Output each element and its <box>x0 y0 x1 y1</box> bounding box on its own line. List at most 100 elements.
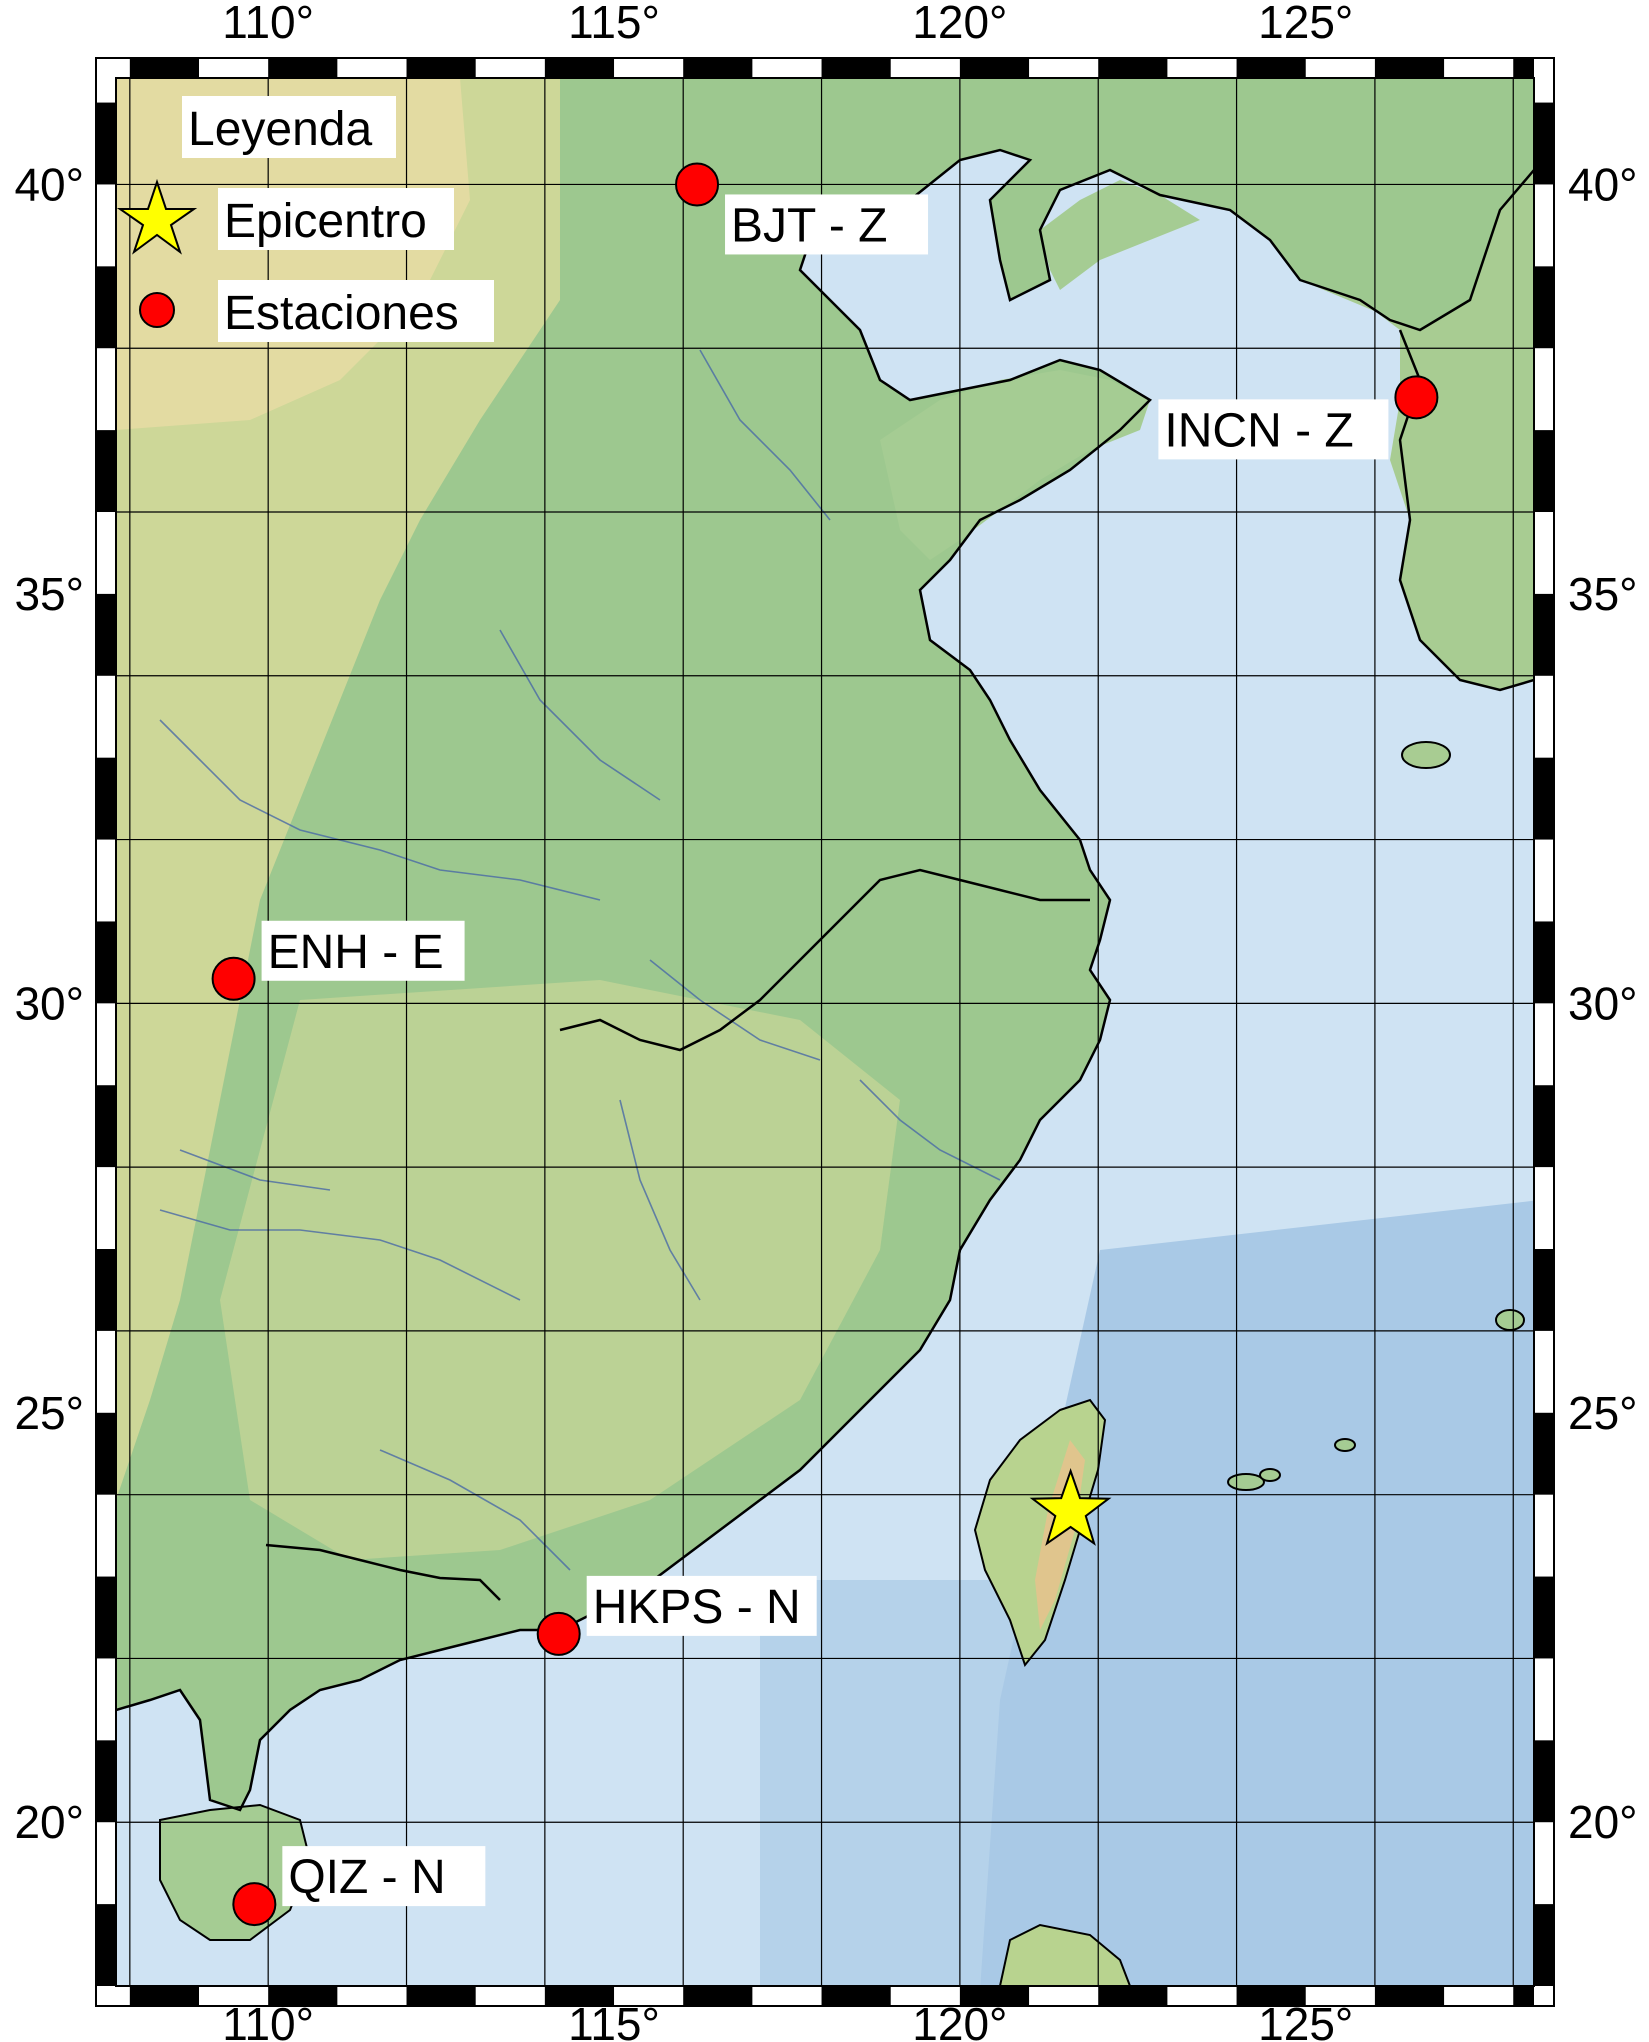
frame-bar-right <box>1534 1904 1554 1986</box>
southern-hills <box>220 980 900 1560</box>
frame-bar-left <box>96 757 116 840</box>
frame-bar-left <box>96 1904 116 1986</box>
jeju-island <box>1401 741 1451 769</box>
lon-tick-label-top: 125° <box>1258 0 1353 48</box>
legend-title-bg <box>182 96 396 158</box>
lon-tick-label-top: 110° <box>222 0 314 48</box>
station-label-bg-incn <box>1158 399 1389 460</box>
lon-tick-label-bottom: 125° <box>1258 1998 1353 2042</box>
frame-bar-right <box>1534 757 1554 840</box>
legend: Leyenda Epicentro Estaciones <box>116 96 494 342</box>
ryukyu-island <box>1334 1438 1356 1452</box>
legend-station-icon <box>139 292 175 328</box>
pacific-deep-area <box>980 1200 1534 1986</box>
legend-stations-label: Estaciones <box>224 287 459 340</box>
station-label-bjt: BJT - Z <box>731 199 887 252</box>
lat-tick-label-right: 40° <box>1568 158 1638 210</box>
frame-bar-top <box>129 58 200 78</box>
station-label-bg-hkps <box>586 1575 817 1636</box>
luzon-island <box>998 1923 1132 1986</box>
tick-labels: 110° 110° 115° 115° 120° 120° 125° 125° 20° 20° 25… <box>14 0 1637 2042</box>
frame-bar-left <box>96 102 116 185</box>
frame-bar-top <box>1374 58 1445 78</box>
lat-tick-label-right: 25° <box>1568 1387 1638 1439</box>
ryukyu-island <box>1495 1309 1525 1331</box>
epicenter-layer <box>1029 1467 1112 1546</box>
frame-bar-left <box>96 1249 116 1331</box>
station-layer: BJT - Z INCN - Z ENH - E HKPS - N QIZ - N <box>211 162 1439 1927</box>
ryukyu-island <box>1227 1473 1265 1491</box>
terrain-basemap <box>116 78 1534 1986</box>
frame-bar-bottom <box>1236 1986 1306 2006</box>
yangtze-river <box>559 868 1090 1052</box>
liaodong-peninsula <box>1040 180 1200 290</box>
frame-bar-right <box>1534 430 1554 513</box>
legend-epicenter-icon <box>116 178 198 255</box>
station-label-hkps: HKPS - N <box>593 1581 801 1634</box>
frame-bar-bottom <box>1513 1986 1534 2006</box>
frame-bar-right <box>1534 102 1554 185</box>
frame-bar-left <box>96 430 116 513</box>
frame-bar-top <box>1098 58 1168 78</box>
lon-tick-label-bottom: 110° <box>222 1998 314 2042</box>
station-label-incn: INCN - Z <box>1164 404 1353 457</box>
frame-bar-left <box>96 1085 116 1168</box>
epicenter-star-icon <box>1029 1467 1112 1546</box>
frame-bar-right <box>1534 593 1554 676</box>
legend-stations-bg <box>218 280 494 342</box>
frame-bar-top <box>683 58 753 78</box>
frame-bar-bottom <box>406 1986 476 2006</box>
frame-bar-right <box>1534 1740 1554 1823</box>
lon-tick-label-bottom: 120° <box>912 1998 1007 2042</box>
frame-bar-bottom <box>544 1986 615 2006</box>
frame-bar-bottom <box>268 1986 338 2006</box>
legend-epicenter-label: Epicentro <box>224 195 427 248</box>
frame-bar-top <box>406 58 476 78</box>
lat-tick-label-right: 20° <box>1568 1796 1638 1848</box>
frame-bar-right <box>1534 1576 1554 1659</box>
coastline <box>116 148 1534 1812</box>
border-line <box>265 1543 501 1601</box>
frame-bar-right <box>1534 1085 1554 1168</box>
frame-bar-top <box>821 58 891 78</box>
lat-tick-label-left: 35° <box>14 568 84 620</box>
frame-bar-left <box>96 1412 116 1495</box>
frame-bar-top <box>1236 58 1306 78</box>
lat-tick-label-right: 35° <box>1568 568 1638 620</box>
station-marker-bjt <box>675 162 720 207</box>
station-marker-hkps <box>536 1611 581 1656</box>
lat-tick-label-left: 20° <box>14 1796 84 1848</box>
station-label-enh: ENH - E <box>268 926 444 979</box>
frame-bar-bottom <box>683 1986 753 2006</box>
frame-bar-top <box>268 58 338 78</box>
south-korea-land <box>1390 330 1534 690</box>
station-marker-enh <box>211 956 256 1001</box>
station-label-bg-bjt <box>725 194 929 255</box>
frame-bar-bottom <box>129 1986 200 2006</box>
lon-tick-label-top: 120° <box>912 0 1007 48</box>
western-highland <box>116 78 560 1500</box>
frame-bar-right <box>1534 1412 1554 1495</box>
lon-tick-label-bottom: 115° <box>568 1998 660 2042</box>
station-marker-qiz <box>232 1882 277 1927</box>
frame-bar-left <box>96 593 116 676</box>
lat-tick-label-left: 30° <box>14 977 84 1029</box>
lat-tick-label-left: 40° <box>14 158 84 210</box>
grid-lines <box>116 78 1534 1986</box>
northern-plateau <box>116 78 470 430</box>
station-label-bg-qiz <box>282 1846 486 1907</box>
frame-bar-left <box>96 921 116 1004</box>
lon-tick-label-top: 115° <box>568 0 660 48</box>
frame-bar-left <box>96 266 116 349</box>
map-frame <box>95 57 1555 2007</box>
frame-bar-bottom <box>1374 1986 1445 2006</box>
frame-bar-right <box>1534 1249 1554 1331</box>
lat-tick-label-left: 25° <box>14 1387 84 1439</box>
frame-bar-top <box>1513 58 1534 78</box>
frame-bar-right <box>1534 921 1554 1004</box>
frame-bar-left <box>96 1576 116 1659</box>
ryukyu-island <box>1259 1468 1281 1482</box>
station-label-qiz: QIZ - N <box>288 1851 445 1904</box>
frame-bar-top <box>959 58 1030 78</box>
